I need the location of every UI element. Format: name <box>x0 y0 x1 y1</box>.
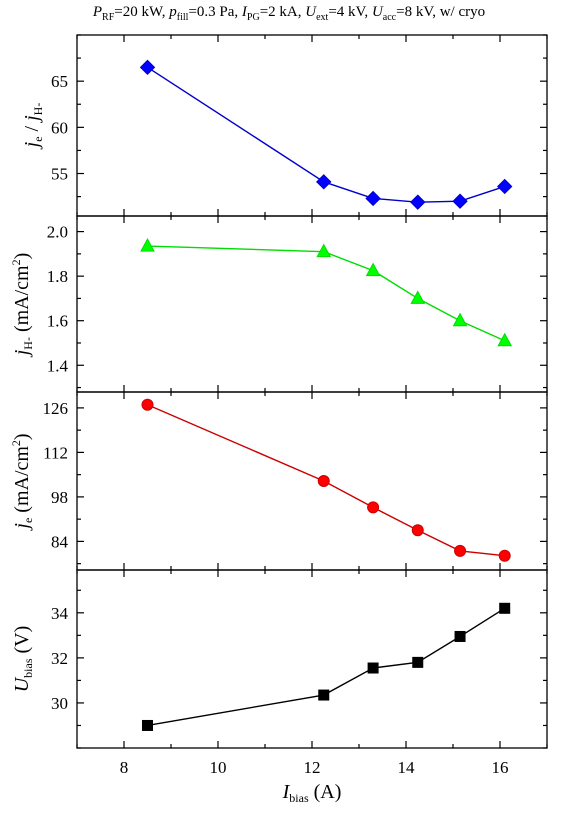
y-tick-label: 30 <box>51 694 68 713</box>
x-tick-label: 16 <box>492 758 509 777</box>
data-point <box>452 193 468 209</box>
y-tick-label: 2.0 <box>47 223 68 242</box>
y-axis-label-ubias: Ubias (V) <box>11 626 35 693</box>
series-line <box>147 607 506 727</box>
data-point <box>452 312 468 327</box>
y-axis-label-jh: jH- (mA/cm2) <box>9 253 35 359</box>
data-point <box>499 602 511 614</box>
data-point <box>142 719 153 731</box>
y-tick-label: 126 <box>43 399 69 418</box>
data-point <box>316 174 332 190</box>
y-tick-label: 65 <box>51 72 68 91</box>
x-tick-label: 10 <box>210 758 227 777</box>
x-tick-label: 14 <box>398 758 416 777</box>
data-point <box>498 549 511 562</box>
data-point <box>139 59 156 76</box>
data-point <box>497 332 513 347</box>
y-tick-label: 112 <box>43 443 68 462</box>
y-tick-label: 60 <box>51 118 68 137</box>
data-point <box>411 524 424 537</box>
data-point <box>367 662 379 674</box>
panel-ubias: 30 32 34 <box>51 569 548 749</box>
data-point <box>317 475 330 487</box>
data-point <box>367 501 380 514</box>
chart-title: PRF=20 kW, pfill=0.3 Pa, IPG=2 kA, Uext=… <box>92 4 485 23</box>
y-tick-label: 98 <box>51 488 68 507</box>
y-tick-label: 1.8 <box>47 267 68 286</box>
data-point <box>454 544 467 557</box>
y-axis-label-jeh-ratio: je / jH- <box>21 103 45 151</box>
y-tick-label: 84 <box>51 532 69 551</box>
x-tick-label: 12 <box>304 758 321 777</box>
panel-frame <box>76 391 548 571</box>
data-point <box>412 656 424 668</box>
series-line <box>147 404 505 557</box>
x-tick-label: 8 <box>120 758 129 777</box>
data-point <box>454 630 466 642</box>
y-axis-label-je: je (mA/cm2) <box>9 433 35 531</box>
y-tick-label: 1.4 <box>47 356 69 375</box>
data-point <box>410 290 426 304</box>
data-point <box>318 689 330 701</box>
panel-jh: 1.4 1.6 1.8 2.0 <box>47 215 548 393</box>
data-point <box>140 238 155 252</box>
data-point <box>365 190 381 207</box>
y-tick-label: 32 <box>51 649 68 668</box>
data-point <box>316 243 332 258</box>
data-point <box>410 194 426 210</box>
y-tick-label: 1.6 <box>47 312 68 331</box>
data-point <box>365 262 381 277</box>
series-line <box>147 245 505 342</box>
panel-jeh-ratio: 55 60 65 <box>51 34 548 217</box>
x-axis-label: Ibias (A) <box>282 781 342 805</box>
panel-je: 84 98 112 126 <box>43 391 548 571</box>
y-tick-label: 34 <box>51 604 69 623</box>
data-point <box>141 398 154 411</box>
y-tick-label: 55 <box>51 165 68 184</box>
data-point <box>496 178 513 195</box>
x-axis-ticks: 8 10 12 14 16 <box>120 758 509 777</box>
series-line <box>147 66 505 203</box>
